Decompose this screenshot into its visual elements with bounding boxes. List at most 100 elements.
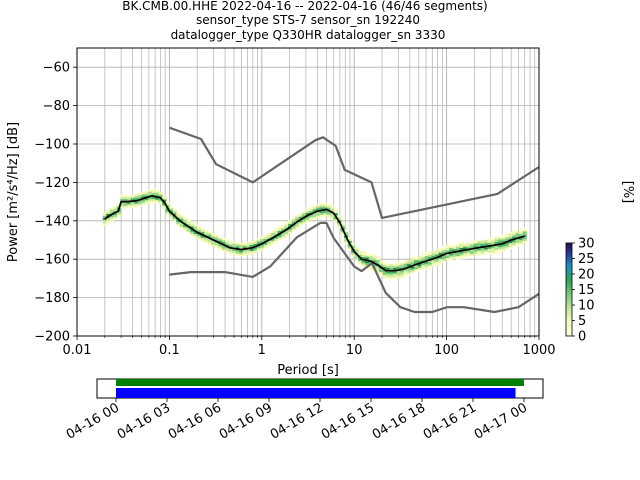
heatmap-cell [407,264,412,267]
heatmap-cell [522,233,527,236]
heatmap-cell [379,264,384,267]
heatmap-cell [148,199,153,202]
heatmap-cell [347,236,352,239]
heatmap-cell [176,224,181,227]
heatmap-cell [232,241,237,244]
heatmap-cell [123,206,128,209]
heatmap-cell [130,198,135,201]
heatmap-cell [522,227,527,230]
colorbar-tick-label: 5 [578,314,586,329]
heatmap-cell [347,248,352,251]
heatmap-cell [491,246,496,249]
heatmap-cell [480,251,485,254]
heatmap-cell [515,233,520,236]
colorbar-label: [%] [620,181,635,204]
heatmap-cell [281,236,286,239]
heatmap-cell [225,239,230,242]
heatmap-cell [214,234,219,237]
heatmap-cell [312,217,317,220]
heatmap-cell [137,193,142,195]
heatmap-cell [484,241,489,244]
heatmap-cell [144,202,149,205]
heatmap-cell [214,242,219,245]
heatmap-cell [109,215,114,218]
heatmap-cell [417,269,422,272]
heatmap-cell [190,233,195,236]
heatmap-cell [193,224,198,227]
heatmap-cell [459,251,464,254]
heatmap-cell [235,244,240,247]
heatmap-cell [214,236,219,239]
heatmap-cell [435,248,440,251]
heatmap-cell [491,252,496,254]
heatmap-cell [263,238,268,241]
heatmap-cell [456,258,461,260]
heatmap-cell [183,221,188,224]
heatmap-cell [326,215,331,218]
heatmap-cell [466,256,471,259]
heatmap-cell [179,219,184,222]
heatmap-cell [410,266,415,269]
heatmap-cell [200,230,205,233]
heatmap-cell [155,199,160,202]
heatmap-cell [228,244,233,247]
heatmap-cell [116,204,121,207]
heatmap-cell [148,197,153,200]
heatmap-cell [473,243,478,246]
x-tick-label: 1 [258,343,266,358]
heatmap-cell [382,263,387,266]
heatmap-cell [158,201,163,203]
heatmap-cell [396,265,401,268]
heatmap-cell [421,257,426,260]
heatmap-cell [375,269,380,272]
heatmap-cell [403,265,408,268]
heatmap-cell [176,220,181,223]
heatmap-cell [337,216,342,219]
heatmap-cell [351,245,356,247]
heatmap-cell [165,203,170,206]
heatmap-cell [123,194,128,197]
heatmap-cell [155,201,160,204]
heatmap-cell [519,241,524,244]
heatmap-cell [274,232,279,235]
heatmap-cell [417,256,422,259]
heatmap-cell [232,245,237,248]
heatmap-cell [386,277,391,280]
heatmap-cell [120,198,125,201]
heatmap-cell [284,226,289,229]
heatmap-cell [477,254,482,257]
heatmap-cell [466,246,471,249]
heatmap-cell [190,224,195,227]
heatmap-cell [298,212,303,215]
heatmap-cell [148,201,153,204]
heatmap-cell [211,240,216,243]
heatmap-cell [445,250,450,253]
heatmap-cell [473,252,478,255]
heatmap-cell [141,195,146,198]
heatmap-cell [498,248,503,251]
heatmap-cell [431,263,436,266]
heatmap-cell [484,253,489,256]
heatmap-cell [421,266,426,269]
heatmap-cell [319,205,324,208]
heatmap-cell [480,242,485,245]
heatmap-cell [323,202,328,205]
heatmap-cell [116,214,121,217]
heatmap-cell [134,205,139,208]
heatmap-cell [106,209,111,212]
heatmap-cell [291,219,296,222]
heatmap-cell [172,220,177,223]
heatmap-cell [365,253,370,256]
heatmap-cell [246,241,251,244]
heatmap-cell [302,212,307,215]
heatmap-cell [438,247,443,250]
heatmap-cell [288,227,293,230]
heatmap-cell [169,208,174,211]
heatmap-cell [116,212,121,215]
heatmap-cell [263,236,268,239]
heatmap-cell [372,254,377,257]
heatmap-cell [505,233,510,235]
heatmap-cell [281,224,286,227]
heatmap-cell [193,228,198,231]
